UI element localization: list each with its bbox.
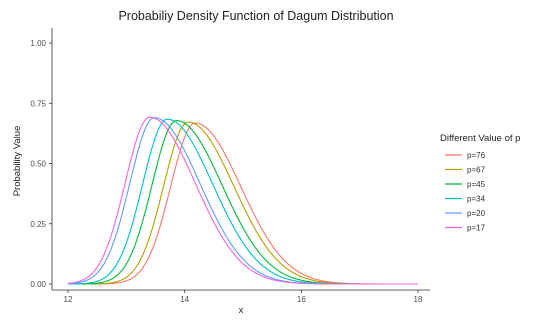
x-axis-ticks: 12 14 16 18 <box>64 290 423 304</box>
x-axis-title: x <box>239 305 244 316</box>
y-tick-label: 0.50 <box>30 160 46 169</box>
legend-label: p=20 <box>467 209 486 218</box>
y-tick-label: 1.00 <box>30 39 46 48</box>
y-tick-label: 0.00 <box>30 280 46 289</box>
x-tick-label: 12 <box>64 295 73 304</box>
x-tick-label: 18 <box>414 295 423 304</box>
x-tick-label: 14 <box>180 295 189 304</box>
plot-series <box>67 116 418 285</box>
legend: Different Value of p p=76 p=67 p=45 p=34 p=2… <box>440 133 520 233</box>
legend-label: p=17 <box>467 224 486 233</box>
legend-label: p=76 <box>467 151 486 160</box>
legend-items: p=76 p=67 p=45 p=34 p=20 p=17 <box>445 151 486 233</box>
legend-label: p=34 <box>467 195 486 204</box>
chart-title: Probabiliy Density Function of Dagum Dis… <box>118 9 393 23</box>
legend-title: Different Value of p <box>440 133 520 144</box>
x-tick-label: 16 <box>297 295 306 304</box>
y-axis-ticks: 0.00 0.25 0.50 0.75 1.00 <box>30 39 52 289</box>
y-axis-title: Probability Value <box>12 126 23 197</box>
series-line-p-17 <box>67 116 418 285</box>
y-tick-label: 0.75 <box>30 99 46 108</box>
legend-label: p=67 <box>467 166 486 175</box>
legend-label: p=45 <box>467 180 486 189</box>
y-tick-label: 0.25 <box>30 220 46 229</box>
